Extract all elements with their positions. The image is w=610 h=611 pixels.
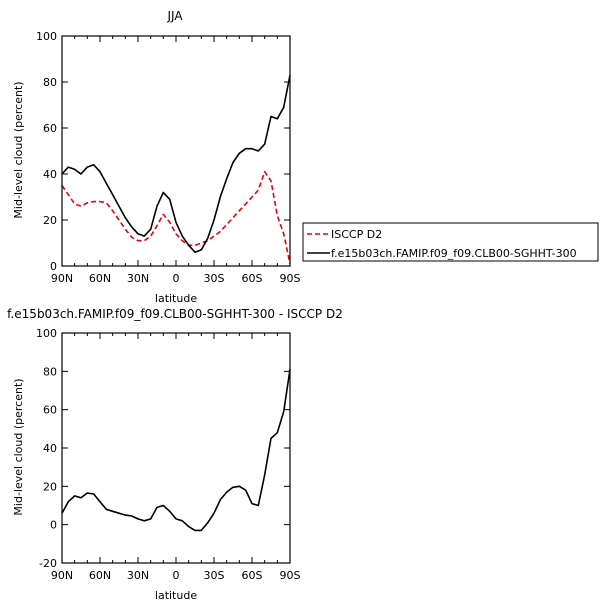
bottom-plot-frame — [61, 332, 291, 564]
top-x-tick-label: 60S — [242, 272, 263, 285]
top-chart-title: JJA — [166, 9, 183, 23]
top-x-tick-label: 60N — [89, 272, 111, 285]
bottom-y-tick-label: 60 — [43, 404, 57, 417]
legend-label-model: f.e15b03ch.FAMIP.f09_f09.CLB00-SGHHT-300 — [331, 247, 577, 260]
bottom-x-ticks: 90N 60N 30N 0 30S 60S 90S — [51, 333, 301, 582]
bottom-chart-ylabel: Mid-level cloud (percent) — [12, 378, 25, 515]
bottom-y-tick-label: 40 — [43, 442, 57, 455]
bottom-chart-xlabel: latitude — [155, 589, 197, 602]
bottom-x-tick-label: 60S — [242, 569, 263, 582]
top-x-tick-label: 0 — [173, 272, 180, 285]
bottom-y-tick-label: 100 — [36, 327, 57, 340]
top-y-tick-label: 100 — [36, 30, 57, 43]
bottom-y-tick-label: 80 — [43, 365, 57, 378]
bottom-x-tick-label: 90N — [51, 569, 73, 582]
top-y-ticks: 0 20 40 60 80 100 — [36, 30, 290, 273]
bottom-x-tick-label: 60N — [89, 569, 111, 582]
legend-label-isccp: ISCCP D2 — [331, 228, 382, 241]
top-chart-ylabel: Mid-level cloud (percent) — [12, 81, 25, 218]
top-x-tick-label: 30N — [127, 272, 149, 285]
bottom-chart-title: f.e15b03ch.FAMIP.f09_f09.CLB00-SGHHT-300… — [7, 307, 343, 321]
top-chart-xlabel: latitude — [155, 292, 197, 305]
top-x-ticks: 90N 60N 30N 0 30S 60S 90S — [51, 36, 301, 285]
bottom-series — [61, 369, 291, 532]
bottom-x-tick-label: 30S — [204, 569, 225, 582]
top-chart: JJA Mid-level cloud (percent) 0 20 40 60 80 1… — [12, 9, 301, 305]
bottom-series-line-0 — [61, 369, 291, 532]
bottom-x-tick-label: 0 — [173, 569, 180, 582]
top-y-tick-label: 40 — [43, 168, 57, 181]
top-y-tick-label: 20 — [43, 214, 57, 227]
top-series-line-0 — [61, 170, 291, 264]
legend: ISCCP D2 f.e15b03ch.FAMIP.f09_f09.CLB00-… — [302, 222, 599, 262]
top-x-tick-label: 30S — [204, 272, 225, 285]
top-plot-frame — [61, 35, 291, 267]
top-y-tick-label: 80 — [43, 76, 57, 89]
top-x-tick-label: 90N — [51, 272, 73, 285]
top-series-line-1 — [61, 74, 291, 253]
bottom-x-tick-label: 30N — [127, 569, 149, 582]
top-y-tick-label: 0 — [50, 260, 57, 273]
bottom-x-tick-label: 90S — [280, 569, 301, 582]
bottom-y-tick-label: -20 — [39, 557, 57, 570]
legend-box — [302, 222, 599, 262]
top-x-tick-label: 90S — [280, 272, 301, 285]
top-series — [61, 74, 291, 264]
bottom-y-ticks: -20 0 20 40 60 80 100 — [36, 327, 290, 570]
top-y-tick-label: 60 — [43, 122, 57, 135]
bottom-chart: f.e15b03ch.FAMIP.f09_f09.CLB00-SGHHT-300… — [7, 307, 343, 602]
bottom-y-tick-label: 0 — [50, 519, 57, 532]
bottom-y-tick-label: 20 — [43, 480, 57, 493]
